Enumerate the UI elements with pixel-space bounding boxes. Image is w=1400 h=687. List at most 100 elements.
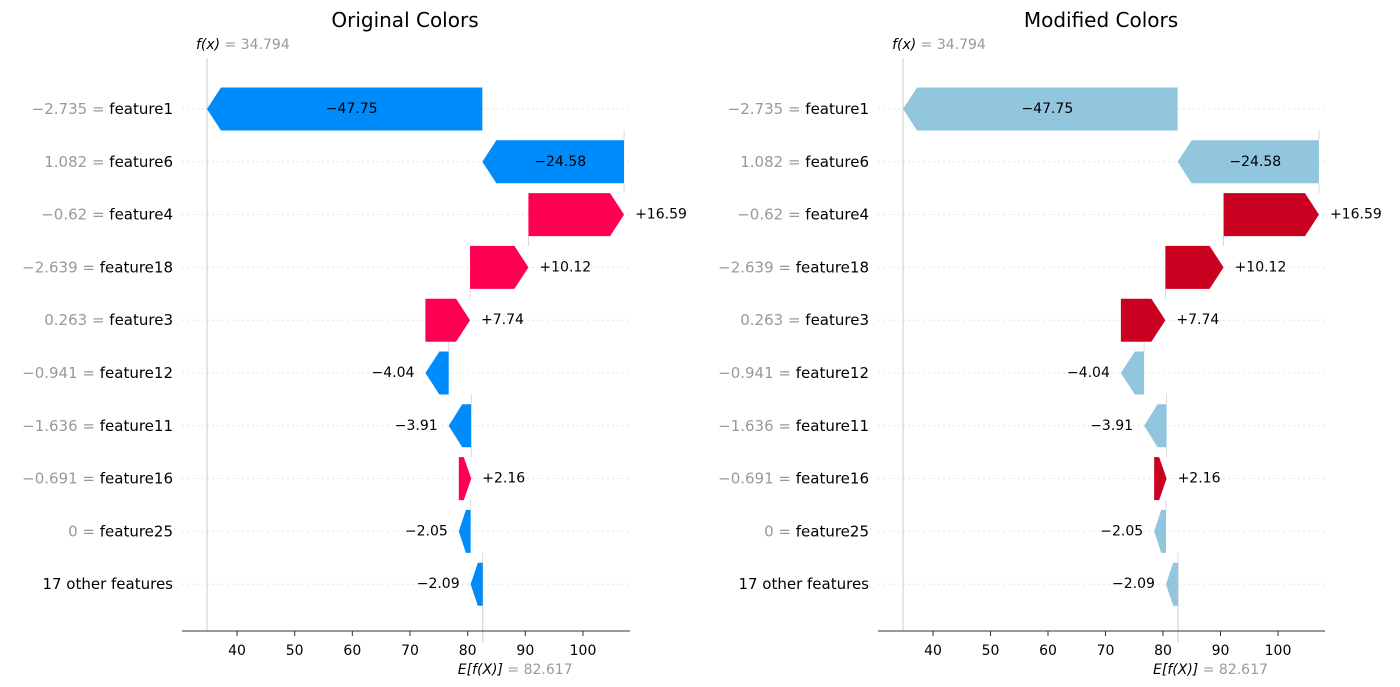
feature-label: −2.639 = feature18	[22, 258, 173, 276]
fx-value: 34.794	[241, 37, 290, 53]
x-tick-label: 80	[459, 643, 477, 659]
bar-value-label: −47.75	[326, 101, 378, 117]
feature-value: 1.082	[740, 153, 783, 171]
equals-sign: =	[774, 417, 796, 435]
efx-value: 82.617	[524, 662, 573, 678]
feature-value: −1.636	[22, 417, 78, 435]
feature-name: feature6	[805, 153, 869, 171]
feature-label: 0 = feature25	[764, 522, 869, 540]
feature-name: feature12	[100, 364, 173, 382]
bar-17-other-features	[1165, 562, 1178, 606]
feature-value: −0.941	[718, 364, 774, 382]
fx-label: f(x)	[892, 37, 916, 53]
feature-name: feature16	[796, 470, 869, 488]
bar-value-label: −2.05	[1100, 523, 1143, 539]
feature-name: feature1	[805, 100, 869, 118]
bar-feature12	[1120, 351, 1145, 395]
equals-sign: =	[774, 522, 796, 540]
bar-value-label: +7.74	[481, 312, 524, 328]
feature-label: 0.263 = feature3	[740, 311, 869, 329]
feature-value: −2.639	[718, 258, 774, 276]
x-tick-label: 60	[1039, 643, 1057, 659]
bar-value-label: −4.04	[372, 365, 415, 381]
bar-feature11	[448, 404, 472, 448]
bar-feature18	[470, 245, 529, 289]
efx-equals: =	[503, 662, 524, 678]
feature-name: feature12	[796, 364, 869, 382]
waterfall-panel-1: Original Colors−47.75−2.735 = feature1−2…	[22, 8, 687, 678]
bar-17-other-features	[470, 562, 483, 606]
feature-name: feature16	[100, 470, 173, 488]
feature-value: −2.735	[32, 100, 88, 118]
feature-value: −0.62	[737, 206, 783, 224]
bar-value-label: −47.75	[1021, 101, 1073, 117]
bar-value-label: −3.91	[1090, 418, 1133, 434]
equals-sign: =	[774, 470, 796, 488]
feature-name: feature4	[805, 206, 869, 224]
equals-sign: =	[783, 153, 805, 171]
feature-value: −0.941	[22, 364, 78, 382]
bar-feature6	[1177, 140, 1319, 184]
feature-value: −2.639	[22, 258, 78, 276]
equals-sign: =	[783, 206, 805, 224]
feature-name: feature18	[796, 258, 869, 276]
x-tick-label: 100	[570, 643, 597, 659]
feature-name: feature3	[109, 311, 173, 329]
bar-feature4	[1223, 193, 1319, 237]
feature-label: −0.941 = feature12	[22, 364, 173, 382]
feature-name: feature11	[100, 417, 173, 435]
equals-sign: =	[78, 258, 100, 276]
bar-feature25	[458, 509, 471, 553]
bar-value-label: +16.59	[1330, 207, 1382, 223]
x-tick-label: 70	[401, 643, 419, 659]
equals-sign: =	[78, 522, 100, 540]
feature-name: feature1	[109, 100, 173, 118]
x-tick-label: 50	[286, 643, 304, 659]
efx-annotation: E[f(X)] = 82.617	[1153, 662, 1268, 678]
feature-name: feature25	[796, 522, 869, 540]
bar-feature16	[1154, 457, 1167, 501]
chart-title: Modified Colors	[1024, 8, 1178, 32]
bar-feature3	[425, 298, 471, 342]
feature-label: −2.735 = feature1	[32, 100, 173, 118]
feature-value: 0.263	[44, 311, 87, 329]
equals-sign: =	[78, 364, 100, 382]
feature-value: −2.735	[728, 100, 784, 118]
equals-sign: =	[774, 258, 796, 276]
feature-value: 0.263	[740, 311, 783, 329]
feature-label: 1.082 = feature6	[44, 153, 173, 171]
bar-feature6	[482, 140, 625, 184]
feature-name: feature3	[805, 311, 869, 329]
x-tick-label: 40	[924, 643, 942, 659]
bar-value-label: +10.12	[539, 259, 591, 275]
feature-name: feature6	[109, 153, 173, 171]
feature-name: feature25	[100, 522, 173, 540]
x-tick-label: 100	[1265, 643, 1292, 659]
feature-name: feature4	[109, 206, 173, 224]
feature-label: −1.636 = feature11	[22, 417, 173, 435]
fx-value: 34.794	[937, 37, 986, 53]
feature-name: 17 other features	[738, 575, 869, 593]
feature-value: 0	[68, 522, 78, 540]
equals-sign: =	[87, 206, 109, 224]
efx-label: E[f(X)]	[458, 662, 503, 678]
feature-label: −0.941 = feature12	[718, 364, 869, 382]
equals-sign: =	[783, 100, 805, 118]
efx-annotation: E[f(X)] = 82.617	[458, 662, 573, 678]
bar-feature11	[1144, 404, 1167, 448]
bar-feature3	[1120, 298, 1166, 342]
bar-value-label: +10.12	[1235, 259, 1287, 275]
bar-value-label: −24.58	[534, 154, 586, 170]
efx-value: 82.617	[1219, 662, 1268, 678]
feature-label: 17 other features	[738, 575, 869, 593]
bar-feature18	[1165, 245, 1224, 289]
efx-label: E[f(X)]	[1153, 662, 1198, 678]
x-tick-label: 70	[1097, 643, 1115, 659]
feature-label: −2.735 = feature1	[728, 100, 869, 118]
feature-label: −0.691 = feature16	[22, 470, 173, 488]
feature-label: −1.636 = feature11	[718, 417, 869, 435]
fx-equals: =	[220, 37, 241, 53]
fx-label: f(x)	[196, 37, 220, 53]
feature-name: feature18	[100, 258, 173, 276]
